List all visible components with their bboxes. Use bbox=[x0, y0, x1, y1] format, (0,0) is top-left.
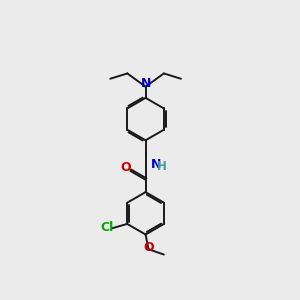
Text: N: N bbox=[140, 77, 151, 90]
Text: H: H bbox=[157, 160, 166, 173]
Text: Cl: Cl bbox=[100, 221, 113, 234]
Text: O: O bbox=[144, 241, 154, 254]
Text: O: O bbox=[121, 161, 131, 175]
Text: N: N bbox=[151, 158, 161, 171]
